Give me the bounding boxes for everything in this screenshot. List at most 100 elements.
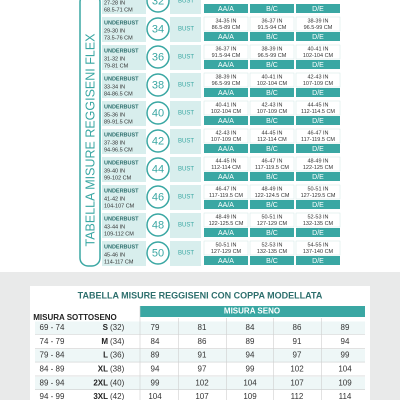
- cup-bar: [296, 116, 340, 125]
- bust-cell: [249, 156, 295, 172]
- bust-bg: [170, 101, 201, 126]
- bust-label: BUST: [178, 251, 194, 257]
- bust-cm: 91.5-94 CM: [258, 25, 287, 31]
- size: 2XL: [93, 378, 108, 387]
- underbust-cm: 79-81 CM: [104, 63, 129, 69]
- cup-label: B/C: [266, 6, 278, 13]
- underbust-box: [102, 213, 146, 238]
- bust-in: 50-51 IN: [215, 242, 236, 248]
- bust-in: 40-41 IN: [307, 46, 328, 52]
- band: (38): [110, 365, 125, 374]
- band: (32): [110, 323, 125, 332]
- bust-in: 46-47 IN: [215, 186, 236, 192]
- bust-bg: [170, 45, 201, 70]
- bust-in: 50-51 IN: [261, 214, 282, 220]
- seno-value: 91: [293, 337, 302, 346]
- bust-in: 40-41 IN: [215, 102, 236, 108]
- seno-value: 84: [246, 323, 255, 332]
- cup-bar: [204, 32, 248, 41]
- band-circle: [146, 101, 170, 125]
- seno-value: 86: [198, 337, 207, 346]
- bust-in: 50-51 IN: [307, 186, 328, 192]
- size: S: [103, 323, 109, 332]
- seno-value: 102: [290, 365, 304, 374]
- seno-value: 109: [338, 378, 352, 387]
- bust-cell: [295, 44, 341, 60]
- bust-in: 52-53 IN: [261, 242, 282, 248]
- cup-label: D/E: [312, 174, 324, 181]
- seno-value: 104: [243, 378, 257, 387]
- range: 94 - 99: [40, 392, 65, 400]
- bust-cell: [203, 184, 249, 200]
- band: (42): [110, 392, 125, 400]
- bust-cell: [249, 100, 295, 116]
- cup-bar: [250, 228, 294, 237]
- bust-cell: [203, 44, 249, 60]
- cup-bar: [250, 200, 294, 209]
- cup-label: B/C: [266, 230, 278, 237]
- seno-value: 99: [341, 351, 350, 360]
- bust-cell: [249, 44, 295, 60]
- seno-header: MISURA SENO: [224, 307, 280, 316]
- cup-bar: [296, 32, 340, 41]
- bust-cell: [295, 128, 341, 144]
- bust-cm: 91.5-94 CM: [212, 53, 241, 59]
- cup-label: D/E: [312, 258, 324, 265]
- seno-value: 94: [246, 351, 255, 360]
- bust-cm: 122-124.5 CM: [255, 193, 290, 199]
- seno-value: 104: [148, 392, 162, 400]
- bust-cm: 117-119.5 CM: [255, 165, 289, 171]
- bust-cell: [203, 212, 249, 228]
- underbust-box: [102, 241, 146, 266]
- bust-cell: [295, 156, 341, 172]
- cup-label: AA/A: [218, 62, 234, 69]
- underbust-label: UNDERBUST: [104, 244, 139, 250]
- underbust-label: UNDERBUST: [104, 104, 139, 110]
- cup-label: B/C: [266, 34, 278, 41]
- bust-label: BUST: [178, 195, 194, 201]
- underbust-cm: 73.5-76 CM: [104, 35, 133, 41]
- cup-bar: [204, 144, 248, 153]
- band-circle: [146, 157, 170, 181]
- underbust-box: [102, 45, 146, 70]
- bust-bg: [170, 0, 201, 14]
- cup-label: AA/A: [218, 146, 234, 153]
- bust-cell: [203, 240, 249, 256]
- bust-cm: 117-119.5 CM: [301, 137, 335, 143]
- bust-cell: [295, 100, 341, 116]
- underbust-cm: 84-86.5 CM: [104, 91, 133, 97]
- bust-label: BUST: [178, 83, 194, 89]
- underbust-box: [102, 129, 146, 154]
- cup-label: D/E: [312, 230, 324, 237]
- underbust-box: [102, 17, 146, 42]
- bust-in: 38-39 IN: [215, 74, 236, 80]
- band-number: 38: [152, 79, 164, 91]
- cup-label: B/C: [266, 62, 278, 69]
- size: M: [101, 337, 108, 346]
- band-circle: [146, 213, 170, 237]
- underbust-label: UNDERBUST: [104, 188, 139, 194]
- bust-cell: [203, 100, 249, 116]
- row-bg: [35, 349, 365, 363]
- cup-bar: [296, 4, 340, 13]
- bust-cm: 112-114 CM: [257, 137, 287, 143]
- band-circle: [146, 129, 170, 153]
- bust-cm: 132-135 CM: [303, 221, 334, 227]
- seno-value: 81: [198, 323, 207, 332]
- band: (36): [110, 351, 125, 360]
- cup-bar: [296, 60, 340, 69]
- seno-value: 89: [341, 323, 350, 332]
- underbust-in: 39-40 IN: [104, 168, 125, 174]
- underbust-in: 35-36 IN: [104, 112, 125, 118]
- bust-bg: [170, 213, 201, 238]
- underbust-in: 41-42 IN: [104, 196, 125, 202]
- cup-bar: [250, 32, 294, 41]
- bust-cm: 96.5-99 CM: [304, 25, 333, 31]
- range: 89 - 94: [40, 378, 65, 387]
- cup-label: AA/A: [218, 202, 234, 209]
- cup-bar: [204, 116, 248, 125]
- cup-label: AA/A: [218, 6, 234, 13]
- bust-in: 48-49 IN: [261, 186, 282, 192]
- cup-label: AA/A: [218, 34, 234, 41]
- underbust-in: 45-46 IN: [104, 252, 125, 258]
